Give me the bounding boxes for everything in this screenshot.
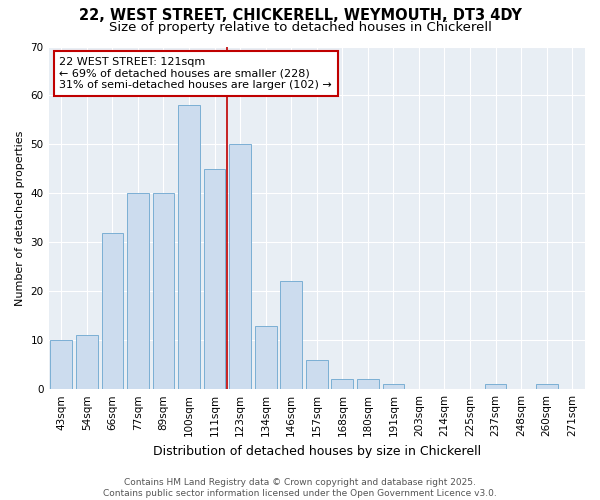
Bar: [50, 340, 72, 389]
Text: 22, WEST STREET, CHICKERELL, WEYMOUTH, DT3 4DY: 22, WEST STREET, CHICKERELL, WEYMOUTH, D…: [79, 8, 521, 22]
Bar: [229, 144, 251, 389]
Bar: [76, 336, 98, 389]
Bar: [280, 282, 302, 389]
Bar: [331, 380, 353, 389]
X-axis label: Distribution of detached houses by size in Chickerell: Distribution of detached houses by size …: [153, 444, 481, 458]
Bar: [178, 105, 200, 389]
Bar: [536, 384, 557, 389]
Bar: [485, 384, 506, 389]
Bar: [152, 194, 175, 389]
Bar: [204, 169, 226, 389]
Bar: [383, 384, 404, 389]
Bar: [101, 232, 123, 389]
Text: Contains HM Land Registry data © Crown copyright and database right 2025.
Contai: Contains HM Land Registry data © Crown c…: [103, 478, 497, 498]
Text: 22 WEST STREET: 121sqm
← 69% of detached houses are smaller (228)
31% of semi-de: 22 WEST STREET: 121sqm ← 69% of detached…: [59, 57, 332, 90]
Bar: [357, 380, 379, 389]
Bar: [306, 360, 328, 389]
Text: Size of property relative to detached houses in Chickerell: Size of property relative to detached ho…: [109, 21, 491, 34]
Bar: [255, 326, 277, 389]
Y-axis label: Number of detached properties: Number of detached properties: [15, 130, 25, 306]
Bar: [127, 194, 149, 389]
